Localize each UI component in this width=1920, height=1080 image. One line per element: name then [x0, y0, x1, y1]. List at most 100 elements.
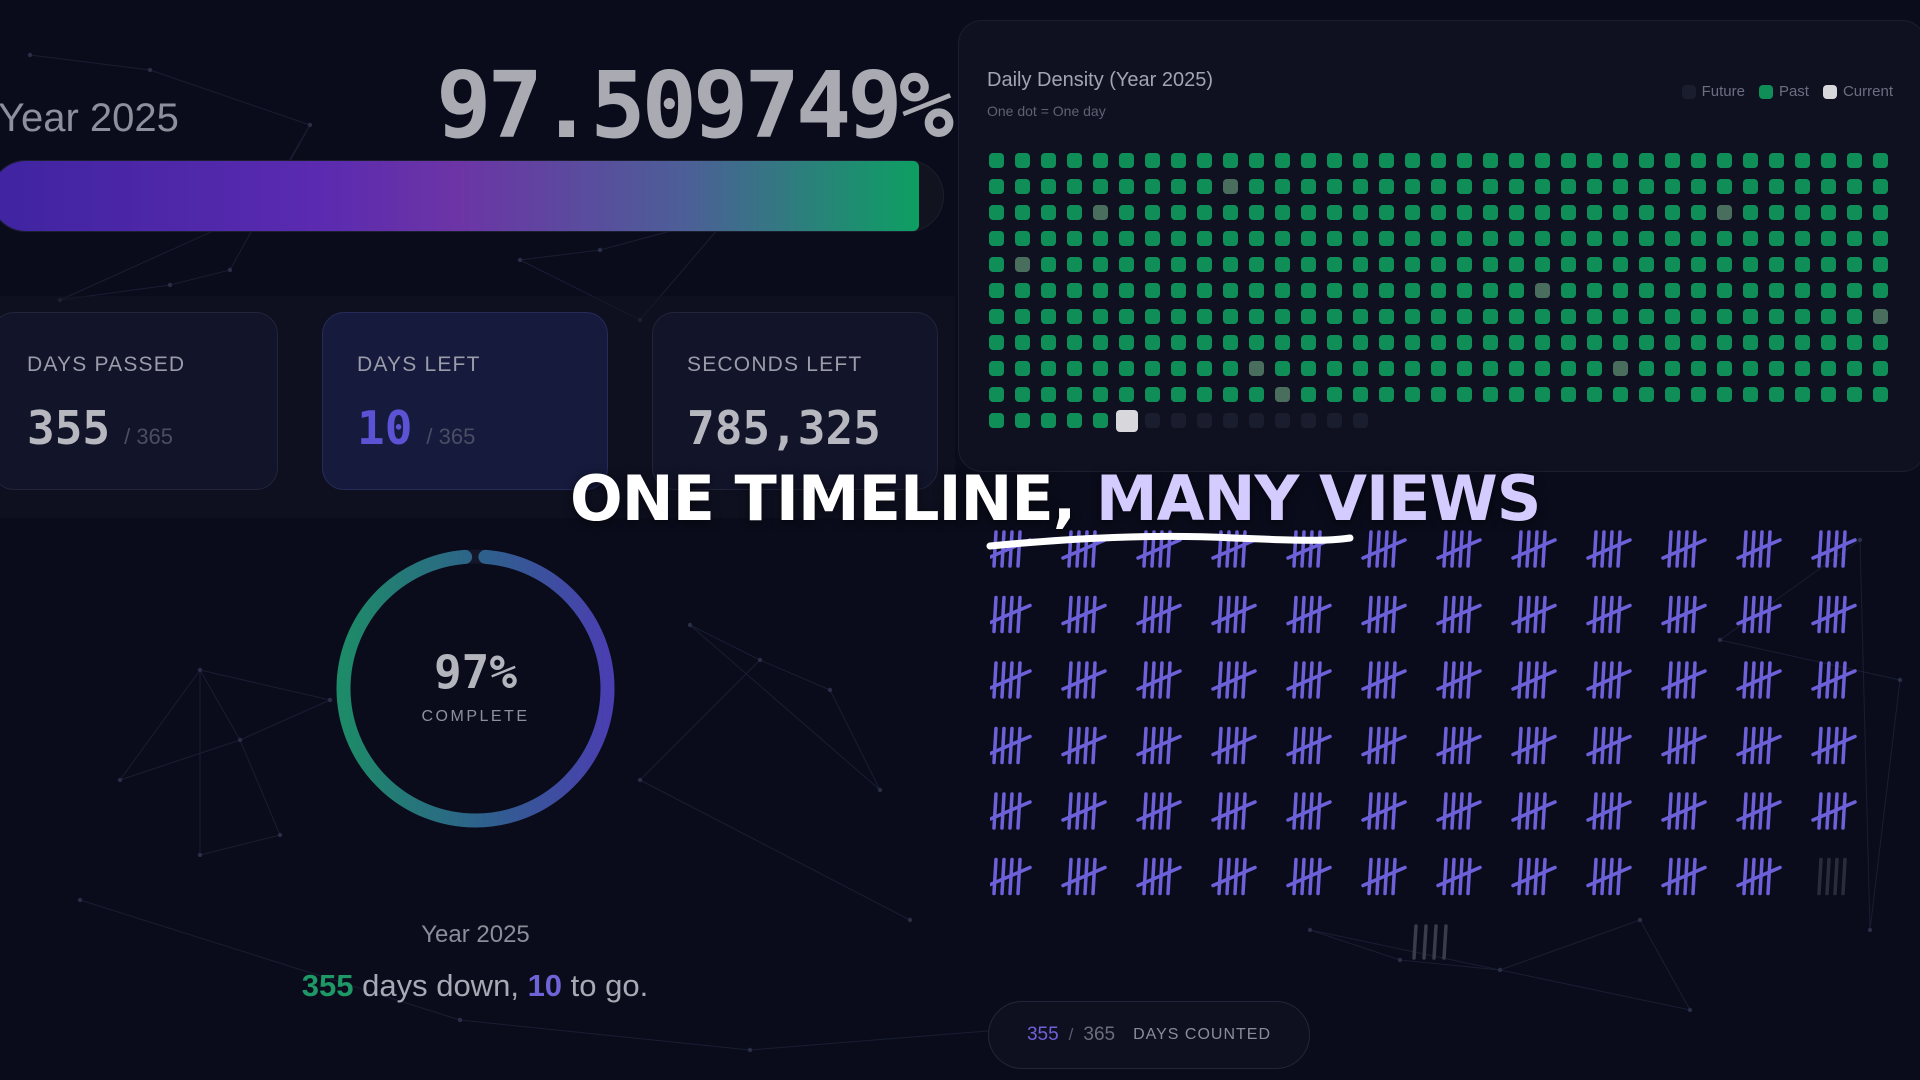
network-node: [1717, 637, 1723, 643]
day-dot-past: [1093, 283, 1108, 298]
day-dot-past: [1535, 335, 1550, 350]
day-dot-past: [1301, 309, 1316, 324]
day-dot-past: [1249, 231, 1264, 246]
day-dot-past: [1353, 205, 1368, 220]
day-dot-past: [1379, 205, 1394, 220]
days-counted-value: 355: [1026, 1024, 1059, 1045]
day-dot-past: [1613, 231, 1628, 246]
network-node: [117, 777, 123, 783]
day-dot-past: [1197, 257, 1212, 272]
network-node: [747, 1047, 753, 1053]
network-node: [457, 1017, 463, 1023]
day-dot-past: [1431, 361, 1446, 376]
ring-caption: COMPLETE: [421, 708, 530, 725]
tally-group: [990, 726, 1032, 765]
day-dot-past: [1197, 335, 1212, 350]
day-dot-past: [1119, 179, 1134, 194]
day-dot-past: [1145, 387, 1160, 402]
day-dot-past: [1717, 153, 1732, 168]
network-node: [637, 777, 643, 783]
density-subtitle: One dot = One day: [987, 103, 1106, 119]
network-line: [639, 779, 911, 921]
tally-group: [1061, 857, 1107, 896]
day-dot-past: [1015, 283, 1030, 298]
day-dot-past: [1379, 387, 1394, 402]
day-dot-past: [1249, 361, 1264, 376]
day-dot-past: [1015, 153, 1030, 168]
network-node: [1867, 927, 1873, 933]
day-dot-past: [1197, 283, 1212, 298]
day-dot-past: [1535, 205, 1550, 220]
day-dot-past: [1717, 309, 1732, 324]
day-dot-past: [1483, 387, 1498, 402]
day-dot-past: [1119, 153, 1134, 168]
day-dot-past: [1691, 205, 1706, 220]
year-progress-fill: [0, 161, 920, 231]
day-dot-past: [1275, 309, 1290, 324]
network-node: [597, 247, 603, 253]
day-dot-past: [1691, 387, 1706, 402]
day-dot-past: [1327, 153, 1342, 168]
days-summary: 355 days down, 10 to go.: [200, 968, 750, 1004]
day-dot-past: [1171, 387, 1186, 402]
day-dot-past: [1067, 361, 1082, 376]
day-dot-past: [1847, 231, 1862, 246]
day-dot-past: [1405, 179, 1420, 194]
day-dot-past: [1483, 283, 1498, 298]
day-dot-past: [989, 231, 1004, 246]
seconds-left-card: SECONDS LEFT 785,325: [652, 312, 938, 490]
day-dot-past: [1275, 231, 1290, 246]
day-dot-past: [1561, 361, 1576, 376]
tally-group: [1211, 595, 1257, 634]
tally-group: [1286, 857, 1332, 896]
day-dot-past: [1561, 309, 1576, 324]
day-dot-past: [1561, 335, 1576, 350]
day-dot-past: [1015, 179, 1030, 194]
day-dot-past: [1249, 309, 1264, 324]
tally-group: [990, 857, 1032, 896]
day-dot-past: [1145, 361, 1160, 376]
day-dot-past: [1431, 309, 1446, 324]
day-dot-past: [1431, 179, 1446, 194]
day-dot-past: [1457, 179, 1472, 194]
day-dot-past: [1613, 361, 1628, 376]
day-dot-past: [1639, 283, 1654, 298]
day-dot-past: [1769, 231, 1784, 246]
day-dot-past: [1431, 231, 1446, 246]
day-dot-past: [1795, 309, 1810, 324]
day-dot-past: [1509, 179, 1524, 194]
day-dot-past: [1665, 153, 1680, 168]
network-line: [1869, 679, 1901, 931]
tally-group: [1661, 530, 1707, 568]
day-dot-past: [1171, 335, 1186, 350]
day-dot-past: [1509, 205, 1524, 220]
day-dot-past: [1665, 231, 1680, 246]
day-dot-past: [1639, 257, 1654, 272]
day-dot-past: [1145, 179, 1160, 194]
day-dot-past: [1405, 335, 1420, 350]
day-dot-past: [1379, 231, 1394, 246]
day-dot-past: [1171, 153, 1186, 168]
day-dot-past: [1067, 257, 1082, 272]
day-dot-past: [1639, 231, 1654, 246]
day-dot-past: [1405, 361, 1420, 376]
network-line: [119, 669, 201, 781]
day-dot-past: [1665, 387, 1680, 402]
legend-past: Past: [1758, 83, 1809, 100]
tally-group: [1586, 726, 1632, 765]
network-line: [1309, 929, 1401, 961]
day-dot-past: [1457, 283, 1472, 298]
headline-main: ONE TIMELINE,: [570, 462, 1076, 535]
day-dot-past: [1223, 179, 1238, 194]
days-passed-card: DAYS PASSED 355 / 365: [0, 312, 278, 490]
day-dot-past: [1743, 179, 1758, 194]
day-dot-past: [1665, 205, 1680, 220]
day-dot-past: [1821, 335, 1836, 350]
day-dot-past: [1067, 309, 1082, 324]
day-dot-past: [1327, 335, 1342, 350]
tally-group: [1361, 530, 1407, 568]
day-dot-past: [1847, 335, 1862, 350]
day-dot-past: [1483, 153, 1498, 168]
day-dot-past: [1457, 257, 1472, 272]
day-dot-past: [1431, 387, 1446, 402]
